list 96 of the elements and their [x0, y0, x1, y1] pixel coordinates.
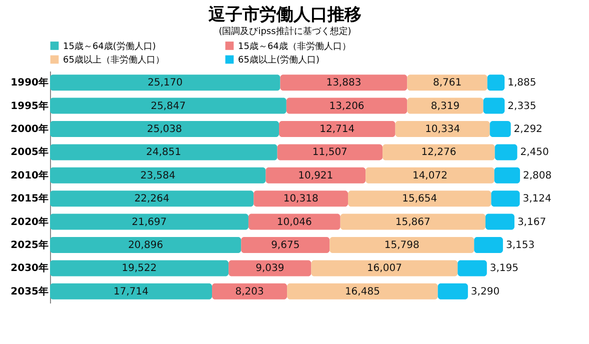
bar — [287, 283, 438, 300]
bar — [248, 214, 340, 230]
data-label: 11,507 — [312, 147, 348, 158]
y-tick-label: 2005年 — [10, 146, 48, 158]
data-label: 3,195 — [490, 263, 519, 274]
data-label: 2,292 — [514, 124, 542, 135]
y-tick-label: 1995年 — [10, 100, 48, 112]
bar — [277, 144, 383, 160]
data-label: 2,450 — [520, 147, 549, 158]
bar — [266, 167, 366, 184]
data-label: 25,170 — [148, 78, 183, 89]
data-label: 21,697 — [132, 216, 167, 228]
data-label: 9,675 — [271, 240, 300, 251]
data-label: 15,867 — [395, 216, 430, 228]
data-label: 8,203 — [235, 286, 264, 298]
y-tick-label: 2015年 — [10, 192, 48, 205]
bar — [311, 260, 458, 276]
bar — [487, 74, 505, 91]
y-tick-label: 2025年 — [10, 239, 48, 251]
bar — [286, 98, 408, 114]
bar — [474, 237, 503, 253]
data-label: 25,847 — [150, 100, 186, 112]
legend-label: 15歳～64歳(労働人口) — [63, 40, 156, 52]
bar — [366, 167, 494, 184]
bar — [241, 237, 330, 253]
chart-subtitle: (国調及びipss推計に基づく想定) — [218, 26, 352, 37]
data-label: 13,206 — [329, 100, 364, 112]
bar — [407, 98, 484, 114]
data-label: 25,038 — [147, 124, 182, 135]
y-tick-label: 2035年 — [10, 285, 48, 298]
data-label: 20,896 — [128, 240, 164, 251]
data-label: 1,885 — [508, 78, 536, 89]
data-label: 12,276 — [421, 147, 456, 158]
data-label: 16,007 — [366, 263, 402, 274]
bar — [50, 237, 242, 253]
chart-title: 逗子市労働人口推移 — [208, 5, 362, 25]
data-label: 10,046 — [276, 216, 312, 228]
legend-label: 15歳～64歳（非労働人口） — [238, 40, 351, 52]
data-label: 14,072 — [412, 170, 448, 182]
data-label: 9,039 — [256, 263, 284, 274]
bar — [279, 121, 396, 137]
bar — [50, 121, 280, 137]
bar — [494, 167, 520, 184]
bar — [254, 190, 348, 207]
data-label: 15,654 — [402, 194, 438, 205]
data-label: 3,167 — [517, 216, 546, 228]
bar — [50, 214, 248, 230]
y-tick-label: 2030年 — [10, 262, 48, 274]
bar — [50, 167, 266, 184]
bar — [438, 283, 468, 300]
data-label: 23,584 — [140, 170, 176, 182]
bar — [50, 74, 280, 91]
bar — [485, 214, 514, 230]
data-label: 10,921 — [298, 170, 334, 182]
data-label: 17,714 — [114, 286, 149, 298]
y-tick-label: 2020年 — [10, 216, 48, 228]
y-tick-label: 1990年 — [10, 76, 48, 89]
bar — [50, 98, 286, 114]
y-tick-label: 2010年 — [10, 169, 48, 182]
bar — [50, 144, 278, 160]
data-label: 22,264 — [134, 194, 170, 205]
data-label: 12,714 — [320, 124, 355, 135]
data-label: 8,761 — [432, 78, 462, 89]
bar — [50, 283, 212, 300]
legend-label: 65歳以上(労働人口) — [238, 54, 320, 66]
data-label: 13,883 — [326, 78, 362, 89]
bar — [330, 237, 474, 253]
bar — [407, 74, 488, 91]
bar — [494, 144, 518, 160]
bar — [50, 190, 254, 207]
bar — [490, 121, 511, 137]
bar — [395, 121, 490, 137]
y-tick-label: 2000年 — [10, 123, 48, 135]
bar — [280, 74, 408, 91]
data-label: 10,334 — [425, 124, 460, 135]
data-label: 3,290 — [470, 286, 500, 298]
data-label: 8,319 — [430, 100, 460, 112]
data-label: 15,798 — [384, 240, 420, 251]
bar — [491, 190, 520, 207]
legend-label: 65歳以上（非労働人口） — [63, 54, 164, 66]
bar — [340, 214, 486, 230]
bar — [212, 283, 288, 300]
bar — [382, 144, 495, 160]
bar — [348, 190, 492, 207]
bar — [483, 98, 505, 114]
data-label: 16,485 — [344, 286, 380, 298]
bar — [50, 260, 229, 276]
data-label: 24,851 — [146, 147, 182, 158]
data-label: 10,318 — [283, 194, 318, 205]
bar — [458, 260, 487, 276]
data-label: 19,522 — [122, 263, 157, 274]
data-label: 2,808 — [523, 170, 552, 182]
data-label: 2,335 — [508, 100, 536, 112]
data-label: 3,124 — [522, 194, 552, 205]
bar — [228, 260, 312, 276]
data-label: 3,153 — [506, 240, 535, 251]
